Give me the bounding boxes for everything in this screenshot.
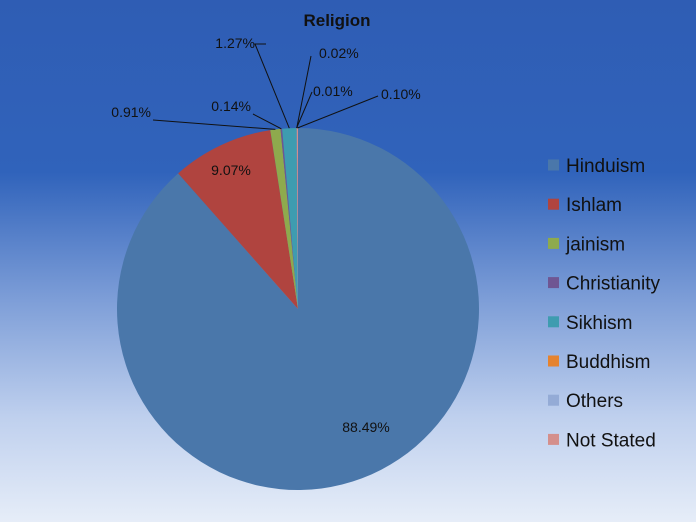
legend-label-others: Others bbox=[566, 391, 623, 412]
legend-label-not-stated: Not Stated bbox=[566, 430, 656, 451]
slice-christianity bbox=[280, 128, 298, 309]
legend-item-ishlam: Ishlam bbox=[548, 195, 622, 216]
legend-item-others: Others bbox=[548, 391, 623, 412]
legend-swatch-sikhism bbox=[548, 316, 559, 328]
chart-title: Religion bbox=[303, 11, 370, 30]
legend-swatch-buddhism bbox=[548, 355, 559, 367]
legend-item-sikhism: Sikhism bbox=[548, 313, 633, 334]
data-label-christianity: 0.14% bbox=[211, 98, 251, 114]
slice-jainism bbox=[270, 128, 298, 309]
leader-line-sikhism bbox=[254, 43, 290, 129]
slice-buddhism bbox=[296, 128, 298, 309]
legend-label-buddhism: Buddhism bbox=[566, 352, 651, 373]
slice-ishlam bbox=[178, 130, 298, 309]
data-label-others: 0.02% bbox=[319, 45, 359, 61]
legend-swatch-christianity bbox=[548, 277, 559, 289]
legend-swatch-others bbox=[548, 394, 559, 406]
legend-item-buddhism: Buddhism bbox=[548, 352, 651, 373]
leader-line-not-stated bbox=[297, 95, 379, 129]
legend-swatch-not-stated bbox=[548, 433, 559, 445]
data-label-buddhism: 0.01% bbox=[313, 83, 353, 99]
slice-not-stated bbox=[296, 128, 298, 309]
slice-sikhism bbox=[282, 128, 298, 309]
leader-line-jainism bbox=[152, 119, 276, 130]
legend-swatch-hinduism bbox=[548, 159, 559, 171]
legend-label-hinduism: Hinduism bbox=[566, 156, 645, 177]
data-label-jainism: 0.91% bbox=[111, 104, 151, 120]
legend: Hinduism Ishlam jainism Christianity Sikhism… bbox=[548, 156, 660, 451]
legend-item-not-stated: Not Stated bbox=[548, 430, 656, 451]
data-label-not-stated: 0.10% bbox=[381, 86, 421, 102]
data-label-sikhism: 1.27% bbox=[215, 35, 255, 51]
data-labels: 88.49% 9.07% 0.91% 0.14% 1.27% 0.01% 0.02% 0.10… bbox=[111, 35, 420, 435]
data-label-hinduism: 88.49% bbox=[342, 419, 389, 435]
leader-line-buddhism bbox=[296, 91, 313, 129]
legend-swatch-ishlam bbox=[548, 198, 559, 210]
legend-label-jainism: jainism bbox=[565, 234, 625, 255]
legend-swatch-jainism bbox=[548, 237, 559, 249]
legend-label-ishlam: Ishlam bbox=[566, 195, 622, 216]
legend-label-christianity: Christianity bbox=[566, 274, 660, 295]
legend-item-christianity: Christianity bbox=[548, 274, 660, 295]
leader-line-others bbox=[296, 55, 312, 129]
pie-slices bbox=[116, 128, 480, 490]
legend-item-hinduism: Hinduism bbox=[548, 156, 645, 177]
slice-others bbox=[296, 128, 298, 309]
leader-line-christianity bbox=[252, 113, 282, 130]
leader-lines bbox=[152, 43, 379, 130]
legend-label-sikhism: Sikhism bbox=[566, 313, 633, 334]
legend-item-jainism: jainism bbox=[548, 234, 625, 255]
data-label-ishlam: 9.07% bbox=[211, 162, 251, 178]
